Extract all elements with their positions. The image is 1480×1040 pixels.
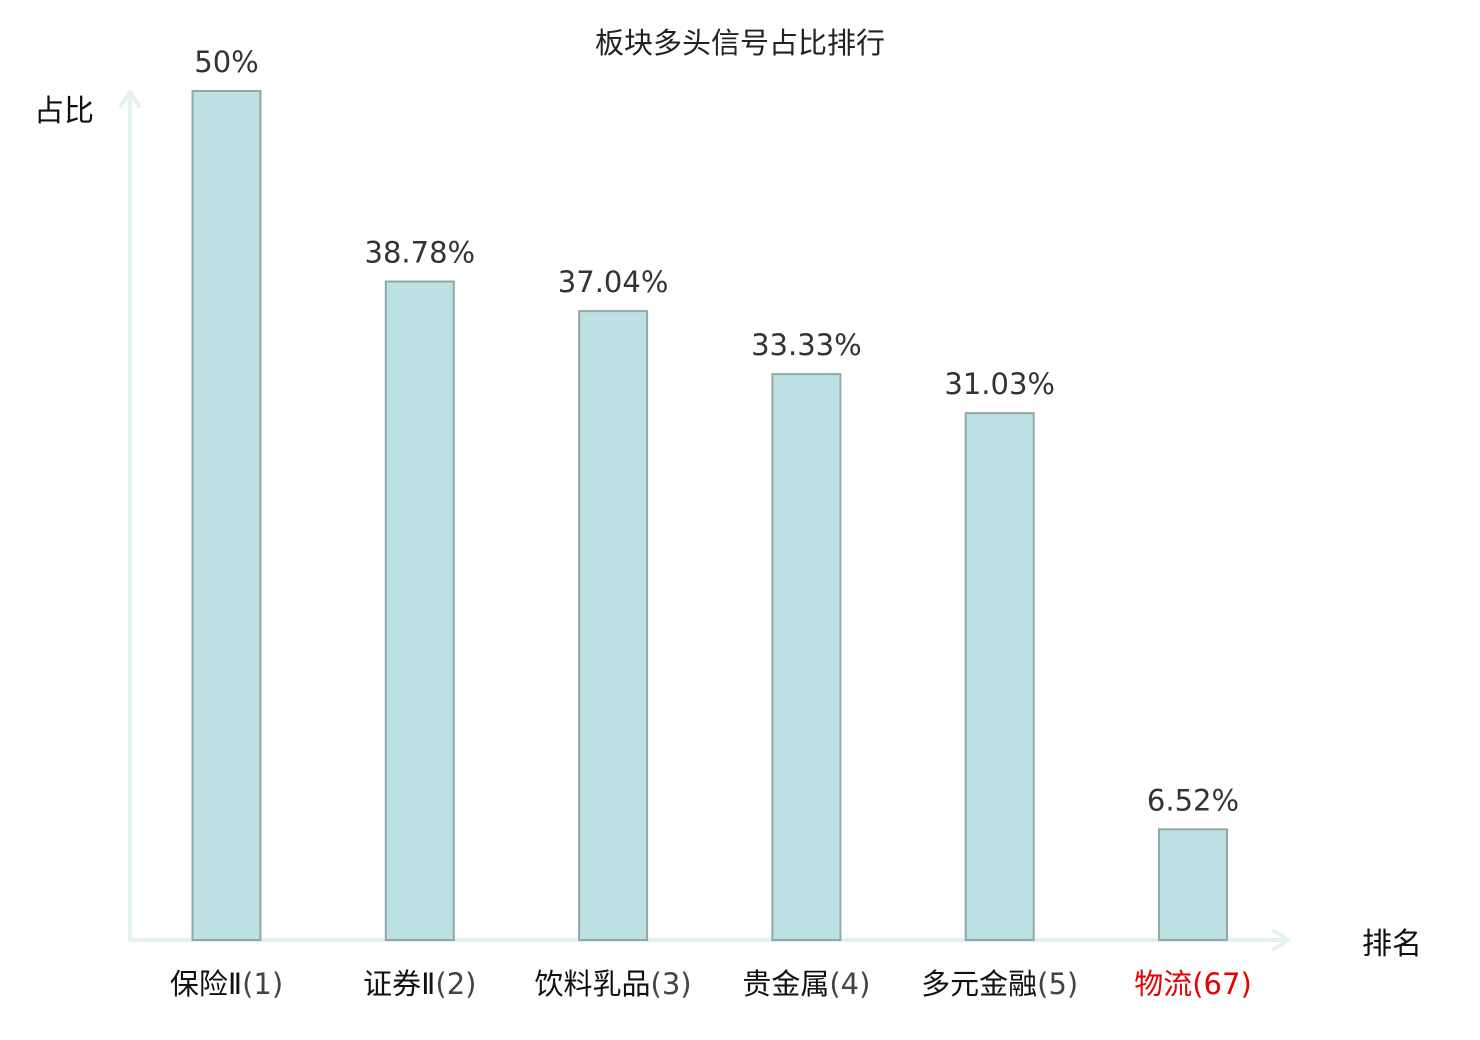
category-label-4: 贵金属(4) [742, 967, 870, 1001]
value-label-2: 38.78% [365, 236, 476, 270]
category-name: 物流 [1134, 967, 1192, 1001]
x-axis-label: 排名 [1362, 927, 1422, 962]
category-name: 贵金属 [742, 967, 829, 1001]
bar-1 [191, 90, 262, 941]
bar-5 [964, 412, 1035, 942]
chart-title: 板块多头信号占比排行 [595, 26, 885, 60]
bars-group [191, 90, 1228, 942]
category-rank: (4) [829, 967, 870, 1001]
value-label-3: 37.04% [558, 265, 669, 299]
value-label-6: 6.52% [1147, 783, 1239, 817]
category-rank: (1) [242, 967, 283, 1001]
category-label-1: 保险Ⅱ(1) [170, 967, 283, 1001]
category-rank: (3) [651, 967, 692, 1001]
category-name: 多元金融 [921, 967, 1037, 1001]
y-axis-label: 占比 [34, 94, 94, 129]
category-labels-group: 保险Ⅱ(1) 证券Ⅱ(2) 饮料乳品(3) 贵金属(4) 多元金融(5) 物流(67) [170, 967, 1252, 1001]
category-rank: (2) [435, 967, 476, 1001]
bar-4 [771, 373, 842, 942]
y-axis [119, 90, 141, 942]
category-rank: (5) [1037, 967, 1078, 1001]
category-name: 保险Ⅱ [170, 967, 242, 1001]
category-name: 饮料乳品 [535, 967, 651, 1001]
value-labels-group: 50% 38.78% 37.04% 33.33% 31.03% 6.52% [194, 45, 1239, 817]
category-label-5: 多元金融(5) [921, 967, 1078, 1001]
category-name: 证券Ⅱ [363, 967, 435, 1001]
value-label-5: 31.03% [944, 367, 1055, 401]
value-label-1: 50% [194, 45, 258, 79]
value-label-4: 33.33% [751, 328, 862, 362]
category-label-6: 物流(67) [1134, 967, 1252, 1001]
category-rank: (67) [1192, 967, 1252, 1001]
bar-2 [384, 280, 455, 941]
bar-3 [578, 310, 649, 942]
x-axis [128, 929, 1290, 951]
bar-6 [1158, 828, 1228, 941]
category-label-3: 饮料乳品(3) [535, 967, 692, 1001]
category-label-2: 证券Ⅱ(2) [363, 967, 476, 1001]
